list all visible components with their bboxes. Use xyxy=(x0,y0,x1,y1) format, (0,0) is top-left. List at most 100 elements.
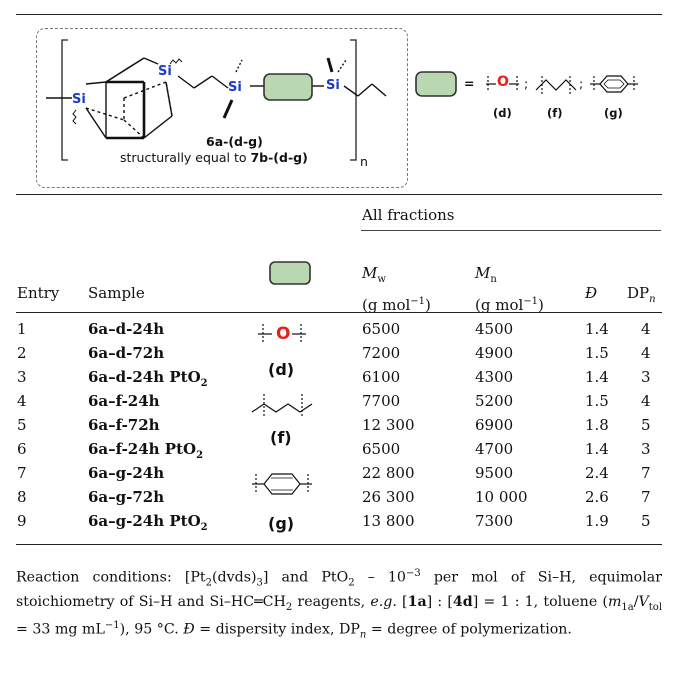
sample-subscript: 2 xyxy=(200,378,208,389)
cell-mn: 7300 xyxy=(475,512,514,530)
cell-d: 1.5 xyxy=(585,344,609,362)
sample-name: 6a–f-24h xyxy=(88,392,160,410)
sample-name: 6a–d-24h PtO xyxy=(88,368,201,386)
group-oxygen: O xyxy=(276,324,291,344)
cell-sample: 6a–f-24h PtO2 xyxy=(88,440,203,461)
structure-dashed-frame xyxy=(36,28,408,188)
sample-name: 6a–f-72h xyxy=(88,416,160,434)
col-entry: Entry xyxy=(17,284,60,302)
cell-mn: 4700 xyxy=(475,440,514,458)
sample-subscript: 2 xyxy=(196,450,204,461)
group-label-f: (f) xyxy=(270,428,292,447)
cell-mn: 4500 xyxy=(475,320,514,338)
group-header-rule xyxy=(361,230,661,231)
cell-mw: 6500 xyxy=(362,320,401,338)
cell-mw: 22 800 xyxy=(362,464,415,482)
legend-label-g: (g) xyxy=(604,106,623,120)
cell-sample: 6a–d-24h PtO2 xyxy=(88,368,208,389)
cell-mn: 10 000 xyxy=(475,488,528,506)
col-substructure-box xyxy=(269,261,311,285)
cell-mw: 6100 xyxy=(362,368,401,386)
cell-entry: 9 xyxy=(17,512,27,530)
cell-entry: 1 xyxy=(17,320,27,338)
sample-subscript: 2 xyxy=(200,522,208,533)
cell-entry: 4 xyxy=(17,392,27,410)
structure-caption: structurally equal to 7b-(d-g) xyxy=(120,150,308,165)
group-header: All fractions xyxy=(362,206,455,224)
cell-sample: 6a–f-24h xyxy=(88,392,160,413)
cell-sample: 6a–g-72h xyxy=(88,488,164,509)
top-rule xyxy=(16,14,662,15)
caption-prefix: structurally equal to xyxy=(120,150,251,165)
cell-sample: 6a–d-72h xyxy=(88,344,164,365)
cell-d: 1.4 xyxy=(585,320,609,338)
cell-entry: 6 xyxy=(17,440,27,458)
cell-entry: 3 xyxy=(17,368,27,386)
group-label-d: (d) xyxy=(268,360,295,379)
si-atom-label-2: Si xyxy=(158,64,172,79)
table-bottom-rule xyxy=(16,544,662,545)
cell-d: 1.5 xyxy=(585,392,609,410)
si-atom-label-1: Si xyxy=(72,92,86,107)
cell-mn: 4900 xyxy=(475,344,514,362)
header-bottom-rule xyxy=(16,312,662,313)
col-dispersity: Đ xyxy=(585,284,598,302)
legend-sep-2: ; xyxy=(579,76,584,91)
sample-name: 6a–d-24h xyxy=(88,320,165,338)
compound-label: 6a-(d-g) xyxy=(206,134,263,149)
cell-mw: 7700 xyxy=(362,392,401,410)
cell-dp: 4 xyxy=(641,344,651,362)
si-atom-label-3: Si xyxy=(228,80,242,95)
col-dp: DPn xyxy=(627,284,656,305)
legend-sep-1: ; xyxy=(524,76,529,91)
cell-sample: 6a–f-72h xyxy=(88,416,160,437)
sample-name: 6a–g-24h PtO xyxy=(88,512,201,530)
cell-entry: 2 xyxy=(17,344,27,362)
cell-entry: 5 xyxy=(17,416,27,434)
cell-dp: 5 xyxy=(641,416,651,434)
cell-mn: 5200 xyxy=(475,392,514,410)
cell-dp: 3 xyxy=(641,440,651,458)
cell-dp: 4 xyxy=(641,320,651,338)
sample-name: 6a–f-24h PtO xyxy=(88,440,197,458)
cell-sample: 6a–d-24h xyxy=(88,320,164,341)
col-sample: Sample xyxy=(88,284,145,302)
sample-name: 6a–g-24h xyxy=(88,464,165,482)
cell-sample: 6a–g-24h xyxy=(88,464,164,485)
cell-d: 1.8 xyxy=(585,416,609,434)
polymer-structure-drawing xyxy=(46,39,638,161)
cell-d: 2.6 xyxy=(585,488,609,506)
legend-label-f: (f) xyxy=(547,106,563,120)
cell-mn: 4300 xyxy=(475,368,514,386)
cell-dp: 3 xyxy=(641,368,651,386)
cell-mw: 12 300 xyxy=(362,416,415,434)
group-label-g: (g) xyxy=(268,514,295,533)
polymer-scheme: Si Si Si Si n 6a-(d-g) structurally equa… xyxy=(16,20,662,200)
sample-name: 6a–d-72h xyxy=(88,344,165,362)
cell-mn: 6900 xyxy=(475,416,514,434)
scheme-bottom-rule xyxy=(16,194,662,195)
cell-mw: 6500 xyxy=(362,440,401,458)
cell-d: 1.4 xyxy=(585,368,609,386)
cell-mw: 7200 xyxy=(362,344,401,362)
cell-d: 1.9 xyxy=(585,512,609,530)
cell-mw: 26 300 xyxy=(362,488,415,506)
cell-dp: 5 xyxy=(641,512,651,530)
col-mw: Mw (g mol−1) xyxy=(362,264,431,314)
repeat-n-label: n xyxy=(360,154,368,169)
cell-mn: 9500 xyxy=(475,464,514,482)
caption-bold: 7b-(d-g) xyxy=(250,150,308,165)
table-footnote: Reaction conditions: [Pt2(dvds)3] and Pt… xyxy=(16,568,663,641)
cell-entry: 7 xyxy=(17,464,27,482)
cell-dp: 7 xyxy=(641,488,651,506)
group-icons xyxy=(251,324,313,495)
cell-mw: 13 800 xyxy=(362,512,415,530)
legend-label-d: (d) xyxy=(493,106,512,120)
legend-equals: = xyxy=(464,76,475,91)
sample-name: 6a–g-72h xyxy=(88,488,165,506)
cell-d: 2.4 xyxy=(585,464,609,482)
col-mn: Mn (g mol−1) xyxy=(475,264,544,314)
cell-dp: 4 xyxy=(641,392,651,410)
cell-entry: 8 xyxy=(17,488,27,506)
si-atom-label-4: Si xyxy=(326,78,340,93)
